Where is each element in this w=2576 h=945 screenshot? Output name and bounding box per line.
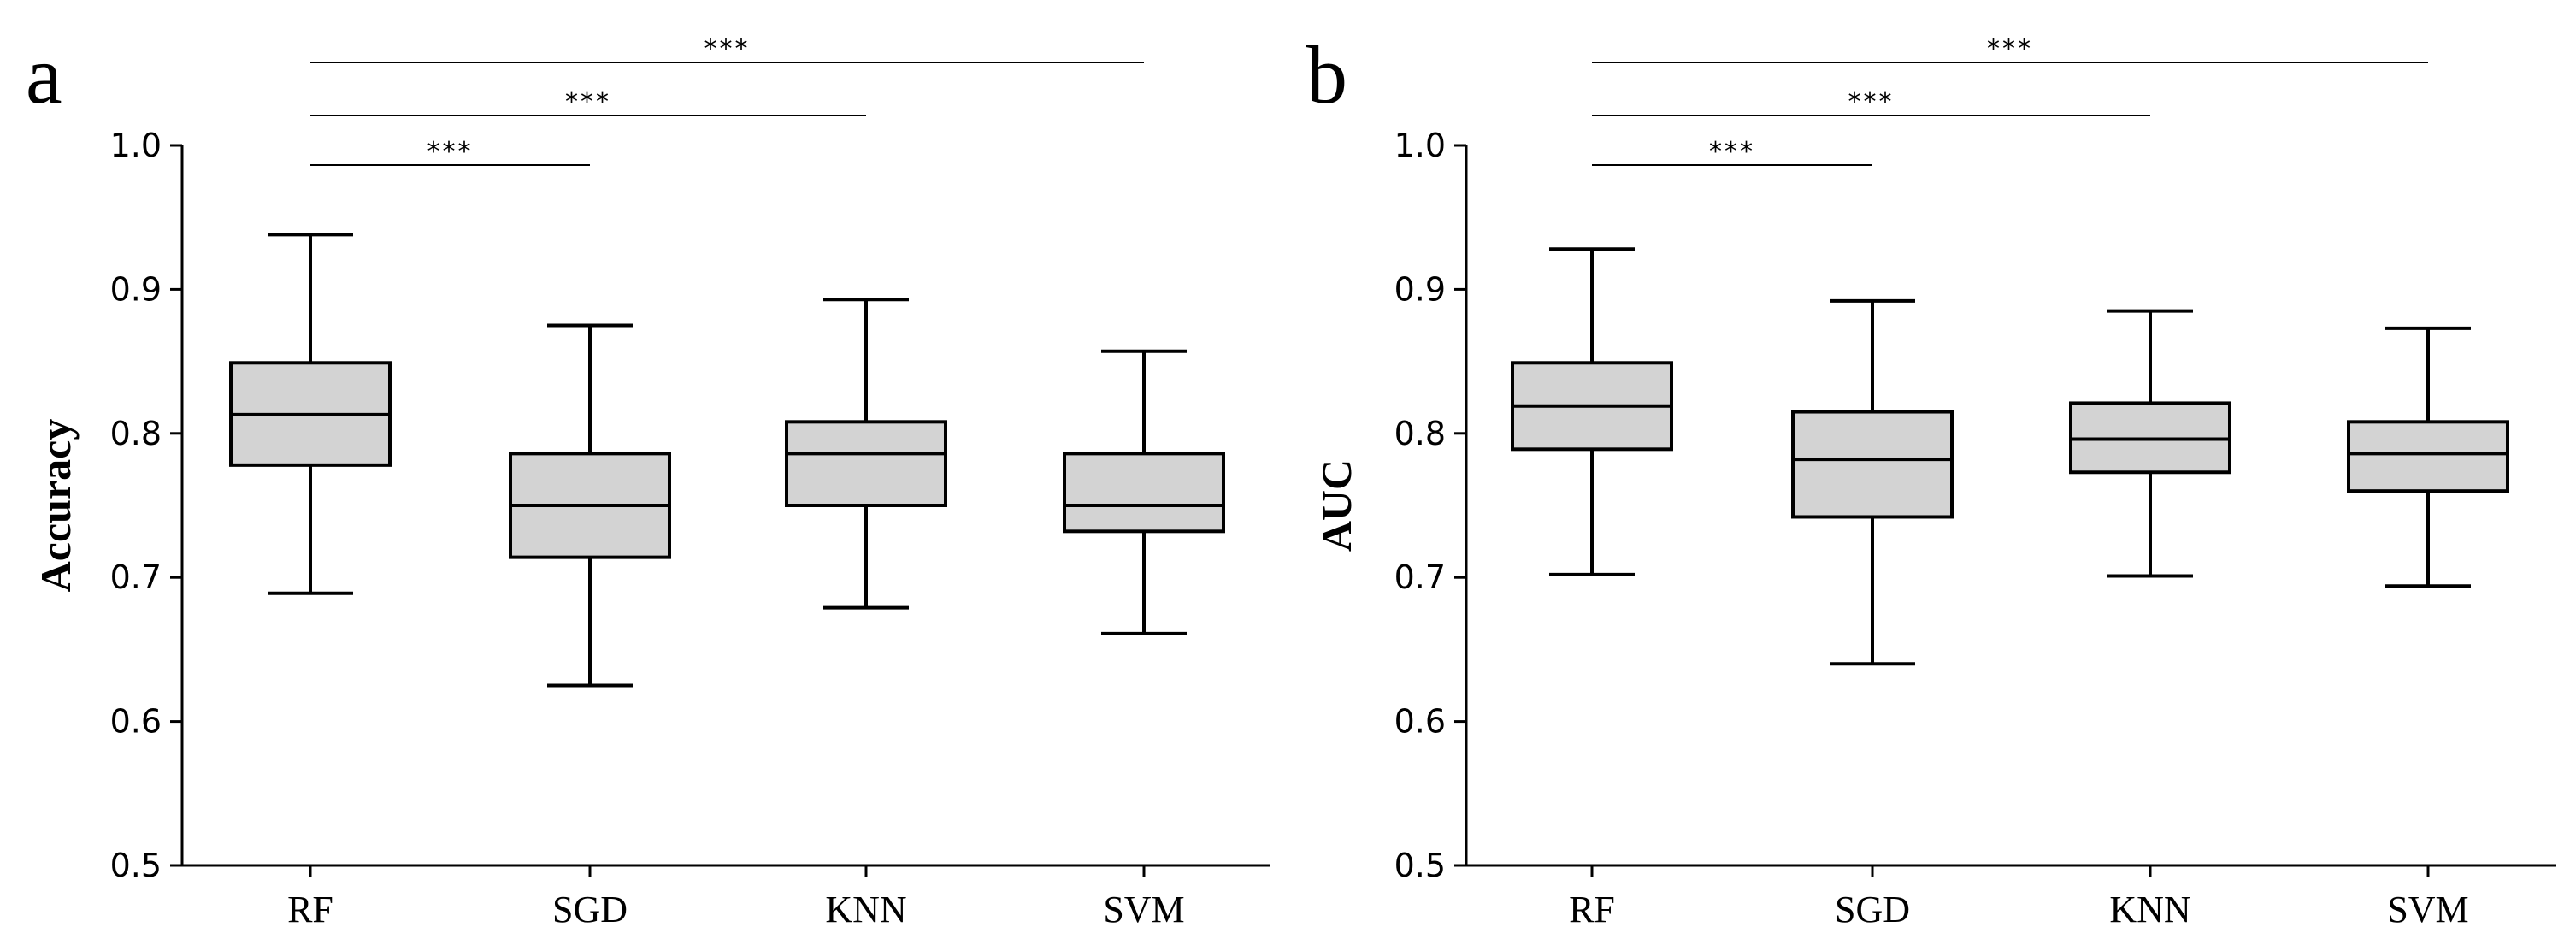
significance-label: *** <box>565 87 611 117</box>
box-sgd <box>1791 298 1954 666</box>
significance-label: *** <box>427 137 474 167</box>
x-tick-label: RF <box>287 889 333 930</box>
y-tick-label: 0.9 <box>110 270 162 308</box>
panel-b: b AUC 0.5 0.6 0.7 0.8 0.9 1.0 RF SGD KNN SVM *** *** *… <box>1306 29 2556 930</box>
y-tick-label: 0.7 <box>110 558 162 596</box>
box-knn <box>2069 309 2231 578</box>
panel-a: a Accuracy 0.5 0.6 0.7 0.8 0.9 1.0 RF SGD KNN SVM **… <box>26 29 1270 930</box>
box-knn <box>785 298 947 610</box>
y-tick-label: 0.9 <box>1394 270 1446 308</box>
y-tick-label: 0.6 <box>110 703 162 741</box>
panel-letter: b <box>1306 29 1347 121</box>
x-tick-label: SGD <box>1835 889 1910 930</box>
y-tick-label: 0.8 <box>1394 415 1446 452</box>
x-tick-label: KNN <box>825 889 906 930</box>
x-tick-label: SGD <box>552 889 628 930</box>
y-tick-label: 0.5 <box>110 847 162 884</box>
y-tick-label: 0.7 <box>1394 558 1446 596</box>
y-tick-label: 0.8 <box>110 415 162 452</box>
panel-letter: a <box>26 29 62 121</box>
x-tick-label: KNN <box>2109 889 2190 930</box>
significance-label: *** <box>1848 87 1895 117</box>
x-tick-label: RF <box>1569 889 1615 930</box>
iqr-box <box>1791 410 1954 519</box>
y-tick-label: 1.0 <box>110 127 162 164</box>
iqr-box <box>1063 452 1225 534</box>
box-sgd <box>509 323 671 688</box>
iqr-box <box>785 420 947 507</box>
significance-label: *** <box>704 34 751 64</box>
y-tick-label: 1.0 <box>1394 127 1446 164</box>
y-tick-label: 0.6 <box>1394 703 1446 741</box>
x-tick-label: SVM <box>2387 889 2468 930</box>
box-svm <box>2347 326 2509 588</box>
significance-label: *** <box>1709 137 1755 167</box>
y-tick-label: 0.5 <box>1394 847 1446 884</box>
x-tick-label: SVM <box>1103 889 1184 930</box>
box-svm <box>1063 349 1225 635</box>
box-rf <box>1511 247 1673 576</box>
y-axis-label: Accuracy <box>32 419 80 593</box>
box-rf <box>229 233 392 595</box>
significance-label: *** <box>1987 34 2033 64</box>
y-axis-label: AUC <box>1312 459 1360 552</box>
iqr-box <box>2347 420 2509 493</box>
